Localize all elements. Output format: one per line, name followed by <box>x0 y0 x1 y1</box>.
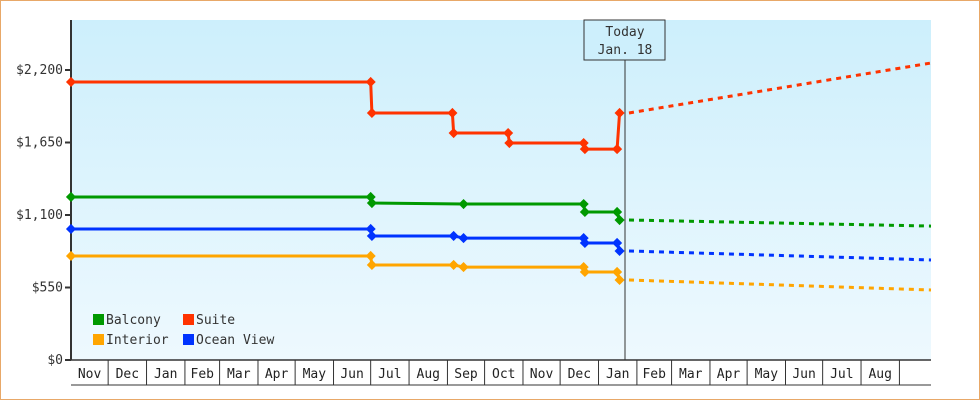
y-tick-label: $0 <box>47 353 63 368</box>
data-point-marker[interactable] <box>366 230 377 242</box>
data-point-marker[interactable] <box>365 250 376 262</box>
data-point-marker[interactable] <box>614 214 625 226</box>
data-point-marker[interactable] <box>366 107 377 119</box>
data-point-marker[interactable] <box>614 245 625 257</box>
series-ocean-view <box>65 223 932 262</box>
series-suite <box>65 61 932 155</box>
x-axis: Nov Dec Jan Feb Mar Apr May Jun Jul Aug Sep Oct Nov D… <box>71 359 931 386</box>
data-point-marker[interactable] <box>366 197 377 209</box>
x-month-label: Jun <box>340 367 363 382</box>
legend-item-balcony[interactable]: Balcony <box>93 313 161 328</box>
x-month-label: Sep <box>454 367 478 382</box>
x-month-label: Mar <box>227 367 251 382</box>
data-point-marker[interactable] <box>65 191 77 203</box>
forecast-line <box>628 278 932 292</box>
x-month-label: Feb <box>642 367 666 382</box>
x-month-label: May <box>303 367 327 382</box>
x-month-label: Nov <box>78 367 102 382</box>
data-point-marker[interactable] <box>458 198 469 210</box>
legend-swatch <box>183 314 194 325</box>
data-point-marker[interactable] <box>448 259 459 271</box>
data-point-marker[interactable] <box>365 223 376 235</box>
data-point-marker[interactable] <box>612 237 623 249</box>
legend-swatch <box>183 334 194 345</box>
data-point-marker[interactable] <box>448 127 459 139</box>
data-point-marker[interactable] <box>579 144 590 155</box>
x-month-label: Mar <box>679 367 703 382</box>
y-tick-label: $550 <box>32 281 63 296</box>
legend-item-interior[interactable]: Interior <box>93 333 169 348</box>
data-point-marker[interactable] <box>614 274 625 286</box>
legend-item-ocean-view[interactable]: Ocean View <box>183 333 274 348</box>
data-point-marker[interactable] <box>365 191 376 203</box>
plot-area <box>71 20 931 360</box>
forecast-line <box>628 61 932 115</box>
data-point-marker[interactable] <box>65 250 77 262</box>
data-point-marker[interactable] <box>614 107 625 119</box>
data-point-marker[interactable] <box>366 259 377 271</box>
data-point-marker[interactable] <box>503 127 514 139</box>
today-label: Today <box>605 25 644 40</box>
x-month-label: Jan <box>606 367 629 382</box>
data-point-marker[interactable] <box>458 233 469 244</box>
x-month-label: Aug <box>868 367 891 382</box>
y-tick-label: $1,100 <box>16 208 63 223</box>
legend-swatch <box>93 314 104 325</box>
legend-label: Ocean View <box>196 333 274 348</box>
y-axis: $0 $550 $1,100 $1,650 $2,200 <box>16 20 72 368</box>
x-month-label: Dec <box>116 367 139 382</box>
data-point-marker[interactable] <box>579 206 590 218</box>
legend-item-suite[interactable]: Suite <box>183 313 235 328</box>
data-point-marker[interactable] <box>458 262 469 273</box>
x-month-label: Jun <box>792 367 815 382</box>
data-point-marker[interactable] <box>504 137 515 149</box>
legend-label: Balcony <box>106 313 161 328</box>
data-point-marker[interactable] <box>612 144 623 155</box>
x-month-label: Apr <box>717 367 741 382</box>
data-point-marker[interactable] <box>579 237 590 249</box>
x-month-label: Aug <box>417 367 440 382</box>
series-balcony <box>65 191 932 228</box>
x-month-label: Jul <box>378 367 401 382</box>
forecast-line <box>628 218 932 228</box>
y-tick-label: $1,650 <box>16 136 63 151</box>
series-lines <box>65 61 932 292</box>
data-point-marker[interactable] <box>578 198 589 210</box>
x-month-label: Nov <box>530 367 554 382</box>
today-marker: Today Jan. 18 <box>583 19 666 360</box>
legend-label: Interior <box>106 333 169 348</box>
data-point-marker[interactable] <box>447 107 458 119</box>
data-point-marker[interactable] <box>612 266 623 278</box>
x-month-label: Jan <box>154 367 177 382</box>
series-interior <box>65 250 932 292</box>
legend-swatch <box>93 334 104 345</box>
x-month-label: Oct <box>492 367 515 382</box>
data-point-marker[interactable] <box>448 230 459 242</box>
legend-label: Suite <box>196 313 235 328</box>
x-month-label: Feb <box>191 367 215 382</box>
x-month-label: May <box>755 367 779 382</box>
forecast-line <box>628 249 932 262</box>
data-point-marker[interactable] <box>579 266 590 278</box>
legend: Balcony Suite Interior Ocean View <box>93 313 274 348</box>
data-point-marker[interactable] <box>65 223 77 235</box>
x-month-label: Jul <box>830 367 853 382</box>
today-date: Jan. 18 <box>598 43 653 58</box>
data-point-marker[interactable] <box>612 206 623 218</box>
data-point-marker[interactable] <box>65 76 77 88</box>
x-month-label: Apr <box>265 367 289 382</box>
y-tick-label: $2,200 <box>16 63 63 78</box>
data-point-marker[interactable] <box>365 76 376 88</box>
x-month-label: Dec <box>568 367 591 382</box>
